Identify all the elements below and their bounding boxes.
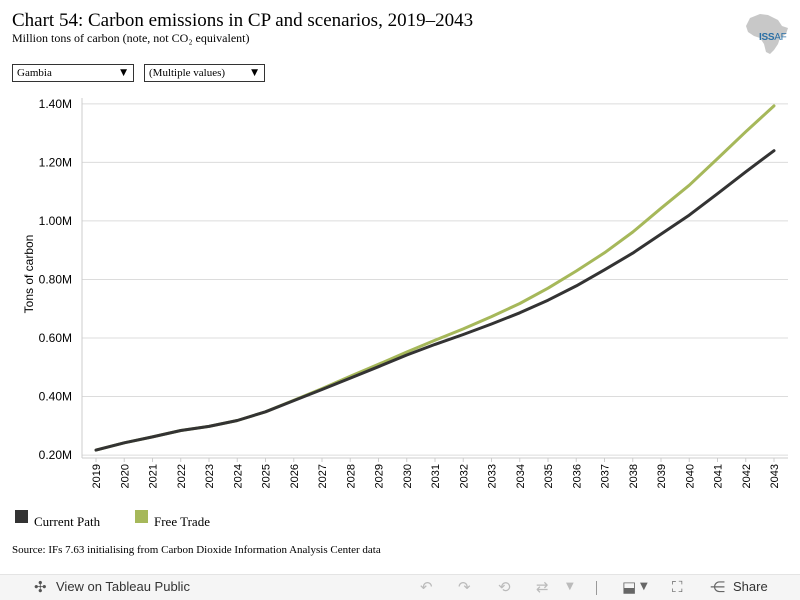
y-tick-label: 1.40M [39, 97, 72, 111]
x-tick-label: 2038 [628, 464, 640, 488]
x-tick-label: 2024 [232, 464, 244, 488]
x-tick-label: 2035 [543, 464, 555, 488]
x-tick-label: 2025 [261, 464, 273, 488]
x-tick-label: 2032 [458, 464, 470, 488]
x-tick-label: 2031 [430, 464, 442, 488]
chevron-down-icon[interactable]: ▼ [640, 581, 648, 592]
chevron-down-icon[interactable]: ▼ [566, 581, 574, 592]
toolbar-divider [596, 581, 597, 595]
tableau-toolbar: ✣ View on Tableau Public ↶ ↷ ⟲ ⇄ ▼ ⬓ ▼ ⛶… [0, 574, 800, 600]
y-axis-title: Tons of carbon [22, 235, 36, 314]
x-tick-label: 2039 [656, 464, 668, 488]
x-tick-label: 2040 [684, 464, 696, 488]
fullscreen-icon[interactable]: ⛶ [672, 578, 683, 596]
chevron-down-icon: ▼ [251, 68, 258, 78]
legend-swatch-free-trade [135, 510, 148, 523]
scenario-dropdown-value: (Multiple values) [149, 67, 226, 79]
x-tick-label: 2023 [204, 464, 216, 488]
x-tick-label: 2043 [769, 464, 781, 488]
scenario-dropdown[interactable]: (Multiple values) ▼ [144, 64, 265, 82]
revert-icon[interactable]: ⟲ [498, 578, 511, 596]
y-tick-label: 0.40M [39, 390, 72, 404]
y-tick-label: 0.80M [39, 272, 72, 286]
x-tick-label: 2029 [374, 464, 386, 488]
chart-subtitle: Million tons of carbon (note, not CO₂ eq… [12, 31, 250, 45]
x-tick-label: 2033 [487, 464, 499, 488]
y-tick-label: 1.00M [39, 214, 72, 228]
legend-swatch-current-path [15, 510, 28, 523]
redo-icon[interactable]: ↷ [458, 578, 471, 596]
legend-label-free-trade: Free Trade [154, 514, 210, 529]
y-tick-label: 0.20M [39, 448, 72, 462]
undo-icon[interactable]: ↶ [420, 578, 433, 596]
x-tick-label: 2020 [119, 464, 131, 488]
country-dropdown[interactable]: Gambia ▼ [12, 64, 134, 82]
chevron-down-icon: ▼ [120, 68, 127, 78]
series-line-current-path [94, 149, 776, 452]
share-icon[interactable]: ⋲ [710, 578, 725, 596]
x-tick-label: 2041 [713, 464, 725, 488]
legend-label-current-path: Current Path [34, 514, 101, 529]
x-tick-label: 2030 [402, 464, 414, 488]
tableau-icon: ✣ [34, 578, 47, 596]
x-tick-label: 2036 [571, 464, 583, 488]
share-button[interactable]: Share [733, 579, 768, 594]
x-tick-label: 2037 [600, 464, 612, 488]
country-dropdown-value: Gambia [17, 67, 52, 79]
africa-map-icon [746, 14, 788, 54]
logo-text-suffix: AF [774, 32, 787, 43]
source-note: Source: IFs 7.63 initialising from Carbo… [12, 544, 381, 556]
x-tick-label: 2042 [741, 464, 753, 488]
x-tick-label: 2034 [515, 464, 527, 488]
x-tick-label: 2027 [317, 464, 329, 488]
refresh-icon[interactable]: ⇄ [536, 578, 549, 596]
chart-title: Chart 54: Carbon emissions in CP and sce… [12, 10, 474, 31]
series-line-free-trade [94, 104, 776, 452]
view-on-tableau-link[interactable]: View on Tableau Public [56, 579, 190, 594]
y-tick-label: 1.20M [39, 155, 72, 169]
x-tick-label: 2019 [91, 464, 103, 488]
x-tick-label: 2026 [289, 464, 301, 488]
y-tick-label: 0.60M [39, 331, 72, 345]
logo-text-main: ISS [759, 32, 775, 43]
x-tick-label: 2022 [176, 464, 188, 488]
download-icon[interactable]: ⬓ [622, 578, 637, 596]
x-tick-label: 2028 [345, 464, 357, 488]
line-chart: 0.20M 0.40M 0.60M 0.80M 1.00M 1.20M 1.40M 2019 2… [22, 97, 788, 488]
logo-text: ISSAF [759, 32, 787, 43]
x-tick-label: 2021 [148, 464, 160, 488]
